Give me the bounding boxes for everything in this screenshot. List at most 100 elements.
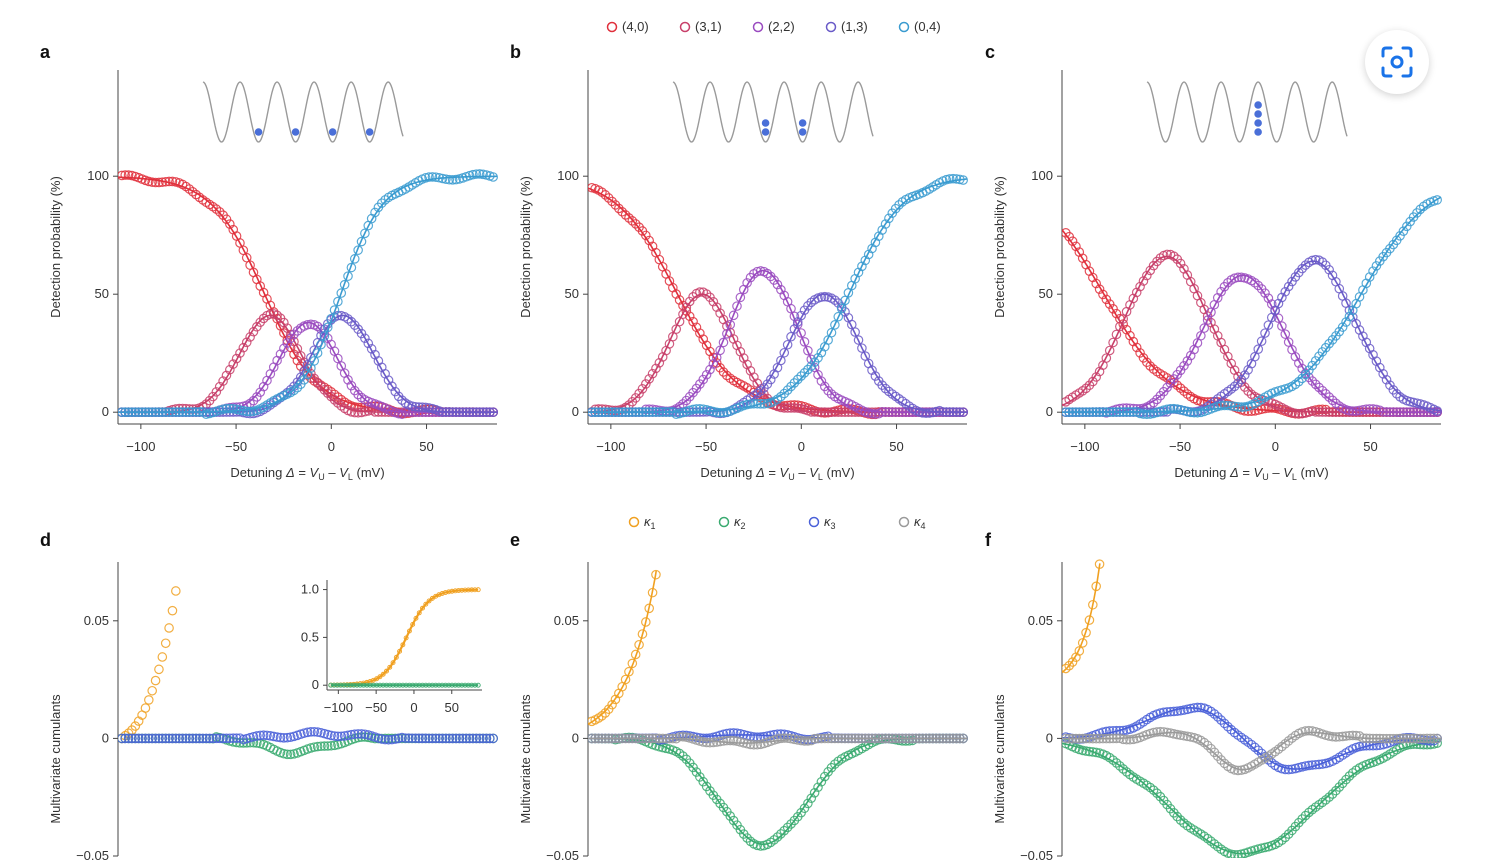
data-point [154, 733, 164, 744]
data-point [1185, 407, 1196, 418]
data-point [363, 406, 374, 416]
inset-data-point [338, 682, 344, 688]
data-point [1354, 741, 1365, 752]
data-point [225, 219, 235, 229]
data-point [654, 733, 665, 744]
data-point [1314, 407, 1324, 417]
data-point [214, 733, 225, 744]
data-point [715, 345, 725, 356]
data-point [485, 407, 495, 417]
data-point [1104, 345, 1115, 356]
data-point [241, 406, 252, 417]
data-point [1253, 280, 1264, 291]
data-point [292, 382, 303, 393]
data-point [171, 586, 181, 596]
data-point [225, 733, 235, 744]
data-point [654, 407, 665, 417]
data-point [931, 733, 941, 744]
data-point [614, 203, 624, 214]
data-point [830, 295, 840, 305]
data-point [880, 383, 891, 394]
data-point [184, 733, 195, 744]
data-point [1300, 761, 1311, 771]
data-point [1216, 755, 1226, 765]
data-point [647, 733, 658, 744]
data-point [1179, 705, 1189, 715]
data-point [803, 364, 813, 375]
data-point [289, 385, 299, 396]
data-point [194, 733, 205, 744]
data-point [1091, 747, 1101, 758]
data-point [823, 733, 833, 744]
data-point [948, 733, 958, 744]
data-point [133, 407, 144, 417]
data-point [1307, 376, 1318, 386]
inset-data-point [390, 660, 396, 666]
data-point [1091, 372, 1101, 382]
x-axis-label-part: (mV) [1297, 465, 1329, 480]
legend-marker [606, 21, 618, 33]
x-axis-label-part: Detuning [1174, 465, 1230, 480]
data-point [1071, 241, 1081, 252]
data-point [218, 376, 228, 386]
data-point [1324, 792, 1334, 802]
data-point [1341, 731, 1351, 741]
x-tick-label: −100 [1070, 439, 1099, 454]
data-point [600, 190, 611, 200]
data-point [1148, 397, 1159, 408]
data-point [934, 733, 945, 744]
inset-data-point [469, 682, 475, 688]
data-point [1317, 759, 1328, 769]
data-point [221, 403, 232, 414]
data-point [593, 733, 604, 744]
inset-data-point [384, 668, 389, 674]
data-point [695, 772, 705, 782]
inset-x-tick-label: 0 [410, 700, 417, 715]
data-point [353, 389, 363, 400]
x-axis-label-part: V [1254, 465, 1264, 480]
data-point [1084, 407, 1095, 417]
x-axis-label-part: – [795, 465, 809, 480]
data-point [873, 733, 884, 744]
data-point [154, 664, 164, 675]
x-axis-label-part: U [1262, 472, 1269, 482]
legend-top: (4,0) (3,1) (2,2) (1,3) (0,4) [606, 19, 941, 34]
x-axis-label-part: V [339, 465, 349, 480]
data-point [850, 327, 860, 337]
inset-data-point [384, 682, 389, 688]
y-tick-label: 50 [95, 286, 109, 301]
data-point [894, 200, 904, 210]
data-point [1115, 321, 1125, 332]
inset-data-point [387, 664, 393, 670]
inset-data-point [439, 682, 445, 688]
data-point [732, 301, 742, 311]
inset-data-point [465, 587, 471, 593]
data-point [1290, 408, 1301, 419]
data-point [600, 733, 611, 744]
data-point [884, 733, 894, 744]
inset-data-point [449, 588, 455, 594]
data-point [356, 236, 367, 247]
lens-search-button[interactable] [1365, 30, 1429, 94]
data-point [211, 204, 222, 214]
data-point [674, 295, 685, 305]
data-point [444, 407, 455, 417]
data-point [1223, 721, 1233, 732]
data-point [610, 733, 621, 744]
data-point [1118, 407, 1129, 417]
panel-e: e −0.05 0 0.05 Multivariate cumulants [510, 530, 968, 863]
data-point [884, 407, 894, 417]
data-point [1135, 408, 1145, 419]
data-point [144, 733, 154, 744]
data-point [1412, 407, 1422, 417]
data-point [1277, 321, 1287, 331]
data-point [809, 733, 820, 744]
data-point [782, 733, 793, 744]
data-point [651, 569, 661, 580]
data-point [1331, 398, 1341, 409]
inset-data-point [410, 621, 416, 627]
data-point [1108, 733, 1118, 744]
data-point [346, 316, 357, 327]
data-point [671, 409, 682, 419]
